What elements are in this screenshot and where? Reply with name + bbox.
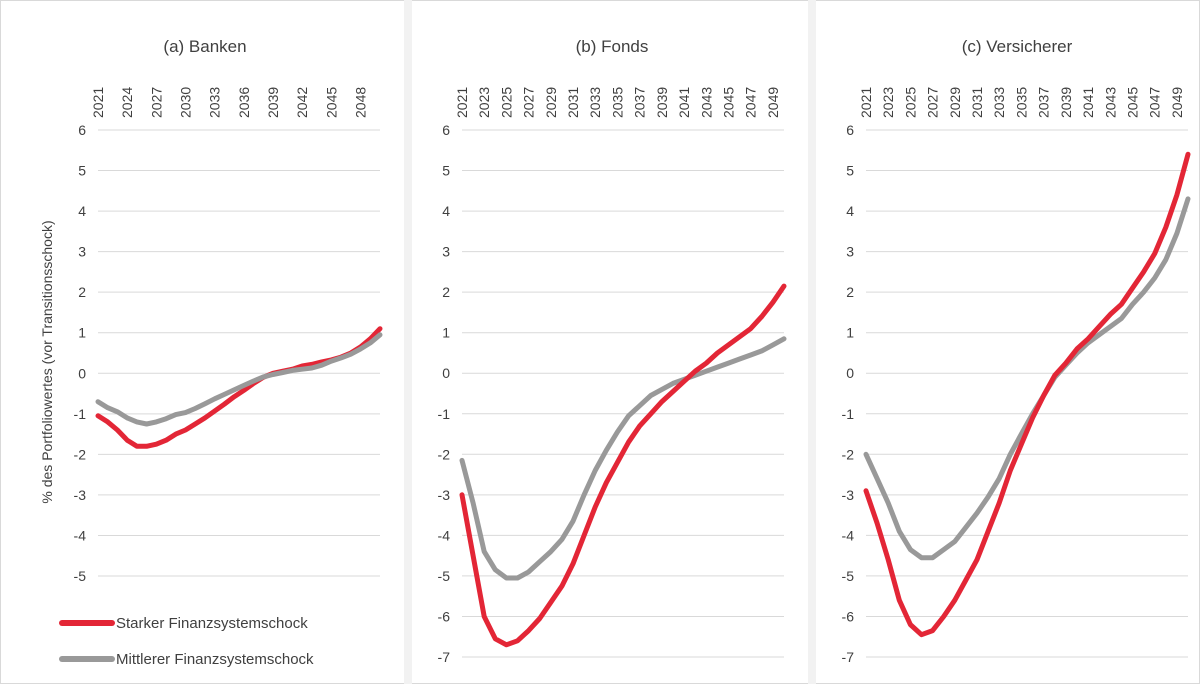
legend-label: Mittlerer Finanzsystemschock — [116, 651, 314, 668]
y-tick-label: -7 — [438, 649, 451, 665]
panel-b: (b) Fonds 6 5 4 3 2 1 0 -1 -2 -3 -4 -5 -6 -7 2021 2023 20… — [438, 37, 787, 665]
y-tick-label: -3 — [74, 487, 87, 503]
y-tick-label: -1 — [842, 406, 855, 422]
y-tick-label: 6 — [442, 122, 450, 138]
y-tick-label: 2 — [78, 284, 86, 300]
y-tick-label: -5 — [438, 568, 451, 584]
y-tick-label: 5 — [442, 163, 450, 179]
x-tick-label: 2030 — [178, 87, 194, 118]
x-tick-label: 2033 — [207, 87, 223, 118]
y-tick-label: 1 — [442, 325, 450, 341]
y-tick-label: -5 — [842, 568, 855, 584]
y-tick-label: 3 — [846, 244, 854, 260]
x-tick-label: 2045 — [1124, 87, 1140, 118]
y-tick-label: -3 — [438, 487, 451, 503]
y-tick-label: -3 — [842, 487, 855, 503]
panel-title: (c) Versicherer — [962, 37, 1073, 56]
y-tick-label: -7 — [842, 649, 855, 665]
legend-label: Starker Finanzsystemschock — [116, 615, 308, 632]
series-line-mittlerer — [95, 332, 383, 427]
panel-title: (a) Banken — [163, 37, 246, 56]
x-tick-label: 2041 — [1080, 87, 1096, 118]
panel-separator — [404, 0, 412, 684]
x-tick-label: 2043 — [698, 87, 714, 118]
panel-a: (a) Banken 6 5 4 3 2 1 0 -1 -2 -3 -4 -5 2021 2024 2027 2… — [74, 37, 383, 584]
x-tick-label: 2024 — [119, 87, 135, 118]
panel-title: (b) Fonds — [576, 37, 649, 56]
x-tick-label: 2025 — [902, 87, 918, 118]
x-tick-label: 2036 — [236, 87, 252, 118]
x-tick-label: 2045 — [720, 87, 736, 118]
x-tick-label: 2043 — [1102, 87, 1118, 118]
y-tick-label: 3 — [442, 244, 450, 260]
x-tick-label: 2049 — [1169, 87, 1185, 118]
y-tick-label: -1 — [74, 406, 87, 422]
y-tick-label: -1 — [438, 406, 451, 422]
y-tick-label: 5 — [846, 163, 854, 179]
y-tick-label: 4 — [846, 203, 854, 219]
x-tick-label: 2023 — [880, 87, 896, 118]
y-tick-label: 0 — [78, 365, 86, 381]
x-tick-label: 2029 — [543, 87, 559, 118]
x-tick-label: 2039 — [654, 87, 670, 118]
x-tick-label: 2047 — [1147, 87, 1163, 118]
x-tick-label: 2025 — [498, 87, 514, 118]
x-tick-label: 2041 — [676, 87, 692, 118]
panel-separator — [808, 0, 816, 684]
x-tick-label: 2035 — [609, 87, 625, 118]
x-tick-label: 2033 — [587, 87, 603, 118]
panel-c: (c) Versicherer 6 5 4 3 2 1 0 -1 -2 -3 -4 -5 -6 -7 2021… — [842, 37, 1191, 665]
series-line-starker — [459, 283, 787, 648]
y-tick-label: 0 — [442, 365, 450, 381]
x-tick-label: 2039 — [265, 87, 281, 118]
y-tick-label: 4 — [442, 203, 450, 219]
x-tick-label: 2037 — [1036, 87, 1052, 118]
y-tick-label: -6 — [438, 608, 451, 624]
x-tick-label: 2021 — [90, 87, 106, 118]
y-tick-label: 1 — [78, 325, 86, 341]
series-line-mittlerer — [863, 196, 1191, 561]
x-tick-label: 2045 — [323, 87, 339, 118]
y-tick-label: 1 — [846, 325, 854, 341]
x-tick-label: 2039 — [1058, 87, 1074, 118]
x-tick-label: 2021 — [858, 87, 874, 118]
x-tick-label: 2031 — [969, 87, 985, 118]
y-tick-label: 6 — [78, 122, 86, 138]
x-tick-label: 2021 — [454, 87, 470, 118]
x-tick-label: 2049 — [765, 87, 781, 118]
y-tick-label: -4 — [438, 527, 451, 543]
y-tick-label: 4 — [78, 203, 86, 219]
x-tick-label: 2027 — [521, 87, 537, 118]
x-tick-label: 2033 — [991, 87, 1007, 118]
y-tick-label: 3 — [78, 244, 86, 260]
y-tick-label: 5 — [78, 163, 86, 179]
y-tick-label: 0 — [846, 365, 854, 381]
y-tick-label: -4 — [74, 527, 87, 543]
x-tick-label: 2031 — [565, 87, 581, 118]
y-tick-label: -2 — [842, 446, 855, 462]
x-tick-label: 2027 — [925, 87, 941, 118]
x-tick-label: 2029 — [947, 87, 963, 118]
x-tick-label: 2048 — [353, 87, 369, 118]
y-tick-label: 2 — [442, 284, 450, 300]
y-tick-label: -2 — [74, 446, 87, 462]
x-tick-label: 2027 — [148, 87, 164, 118]
x-tick-label: 2023 — [476, 87, 492, 118]
x-tick-label: 2042 — [294, 87, 310, 118]
series-line-starker — [863, 151, 1191, 638]
y-tick-label: 2 — [846, 284, 854, 300]
x-tick-label: 2047 — [743, 87, 759, 118]
series-line-mittlerer — [459, 336, 787, 581]
y-tick-label: -4 — [842, 527, 855, 543]
y-tick-label: -5 — [74, 568, 87, 584]
legend: Starker Finanzsystemschock Mittlerer Fina… — [59, 615, 314, 668]
y-axis-label: % des Portfoliowertes (vor Transitionssc… — [39, 220, 55, 503]
y-tick-label: -6 — [842, 608, 855, 624]
y-tick-label: 6 — [846, 122, 854, 138]
x-tick-label: 2037 — [632, 87, 648, 118]
x-tick-label: 2035 — [1013, 87, 1029, 118]
y-tick-label: -2 — [438, 446, 451, 462]
